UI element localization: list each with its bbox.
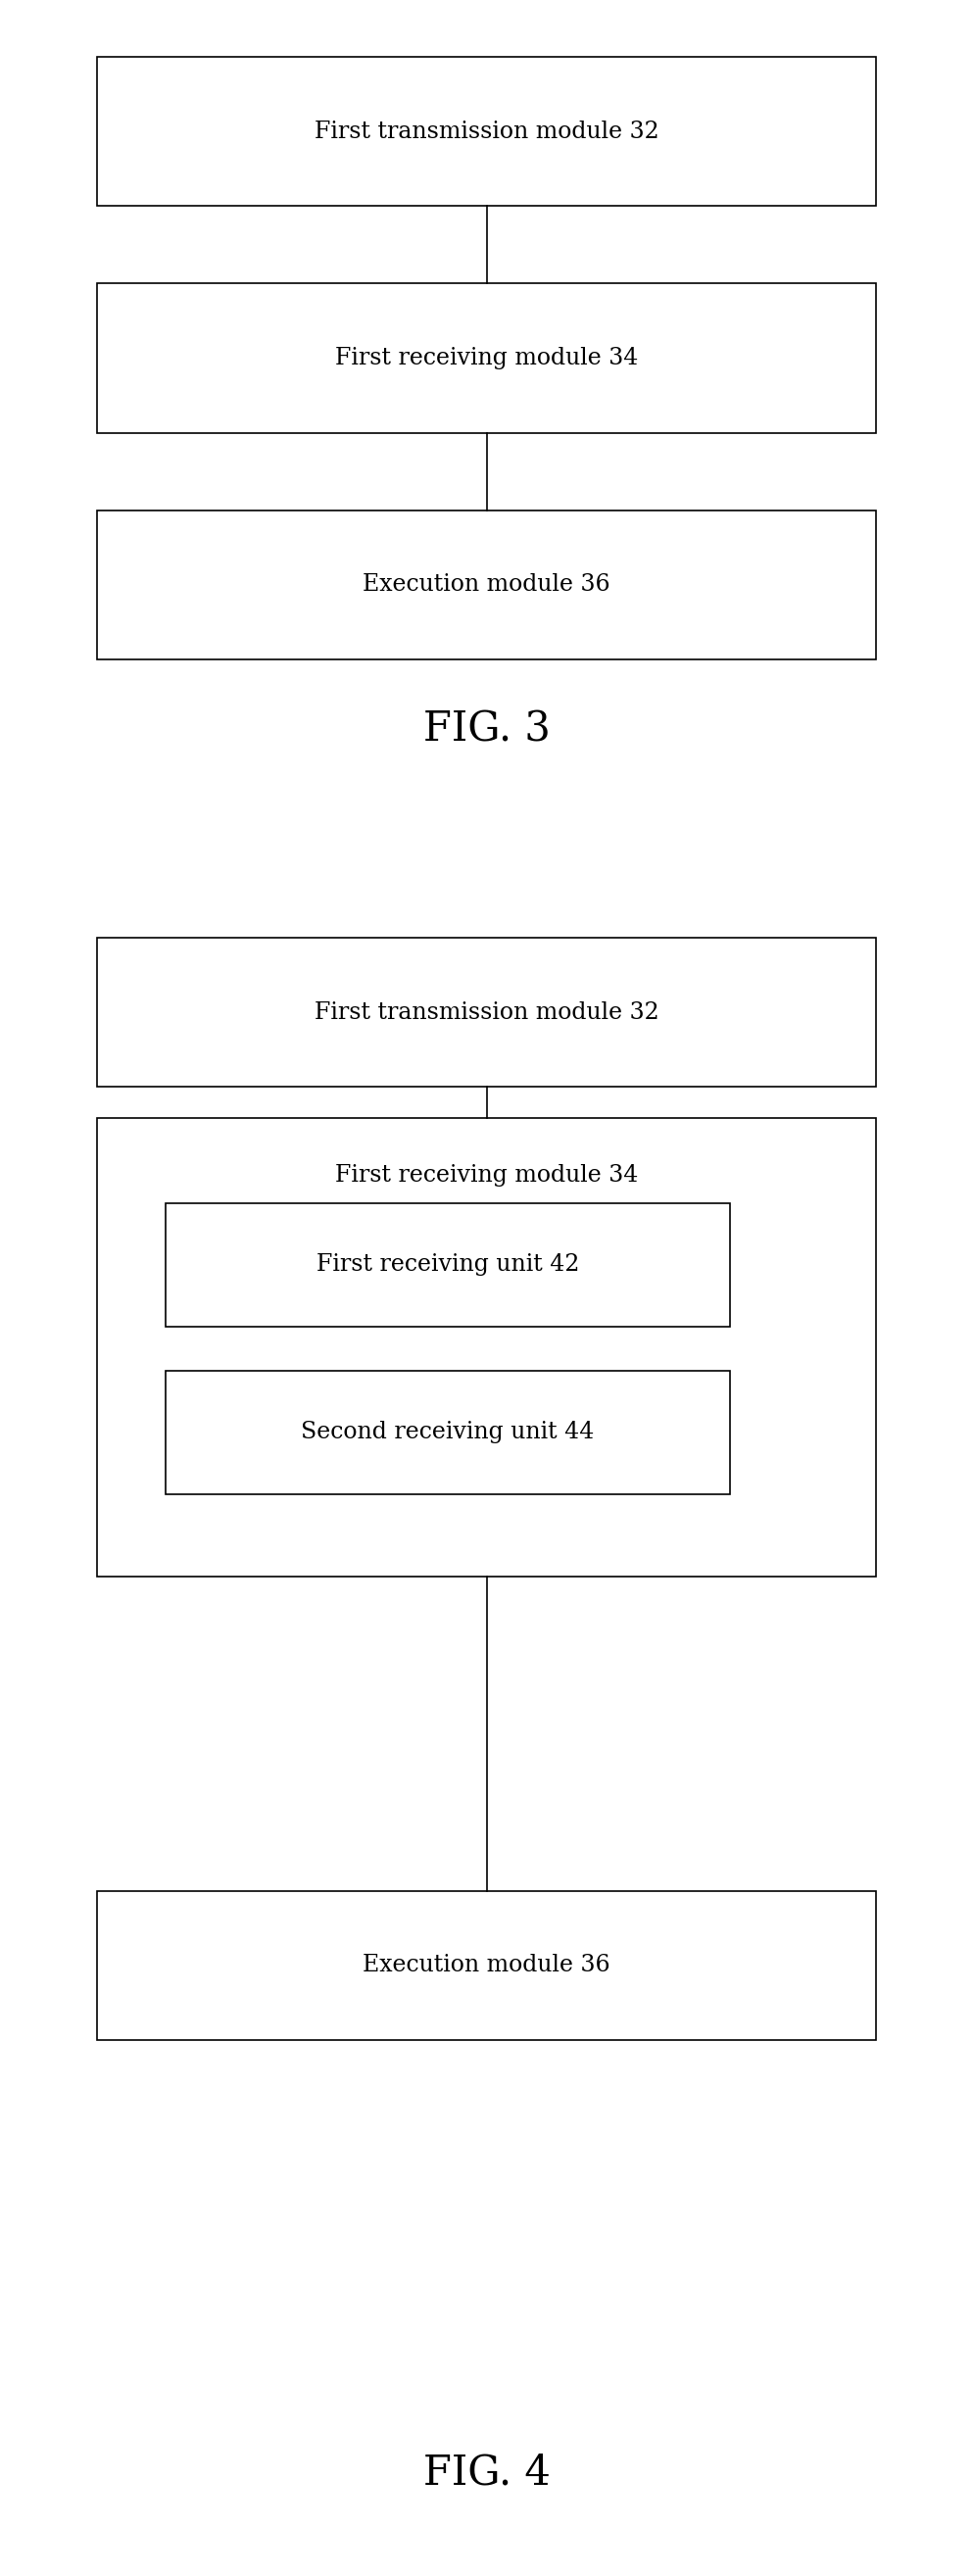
Bar: [97, 1891, 876, 2040]
Text: First receiving module 34: First receiving module 34: [335, 1164, 638, 1188]
Text: FIG. 4: FIG. 4: [423, 2452, 550, 2494]
Bar: [165, 1203, 730, 1327]
Text: First transmission module 32: First transmission module 32: [314, 121, 659, 142]
Bar: [97, 283, 876, 433]
Bar: [97, 510, 876, 659]
Bar: [97, 57, 876, 206]
Bar: [97, 938, 876, 1087]
Text: Second receiving unit 44: Second receiving unit 44: [301, 1422, 595, 1443]
Text: First transmission module 32: First transmission module 32: [314, 1002, 659, 1023]
Bar: [97, 1118, 876, 1577]
Bar: [165, 1370, 730, 1494]
Text: Execution module 36: Execution module 36: [363, 574, 610, 595]
Text: First receiving module 34: First receiving module 34: [335, 348, 638, 368]
Text: First receiving unit 42: First receiving unit 42: [316, 1255, 579, 1275]
Text: Execution module 36: Execution module 36: [363, 1955, 610, 1976]
Text: FIG. 3: FIG. 3: [423, 708, 550, 750]
